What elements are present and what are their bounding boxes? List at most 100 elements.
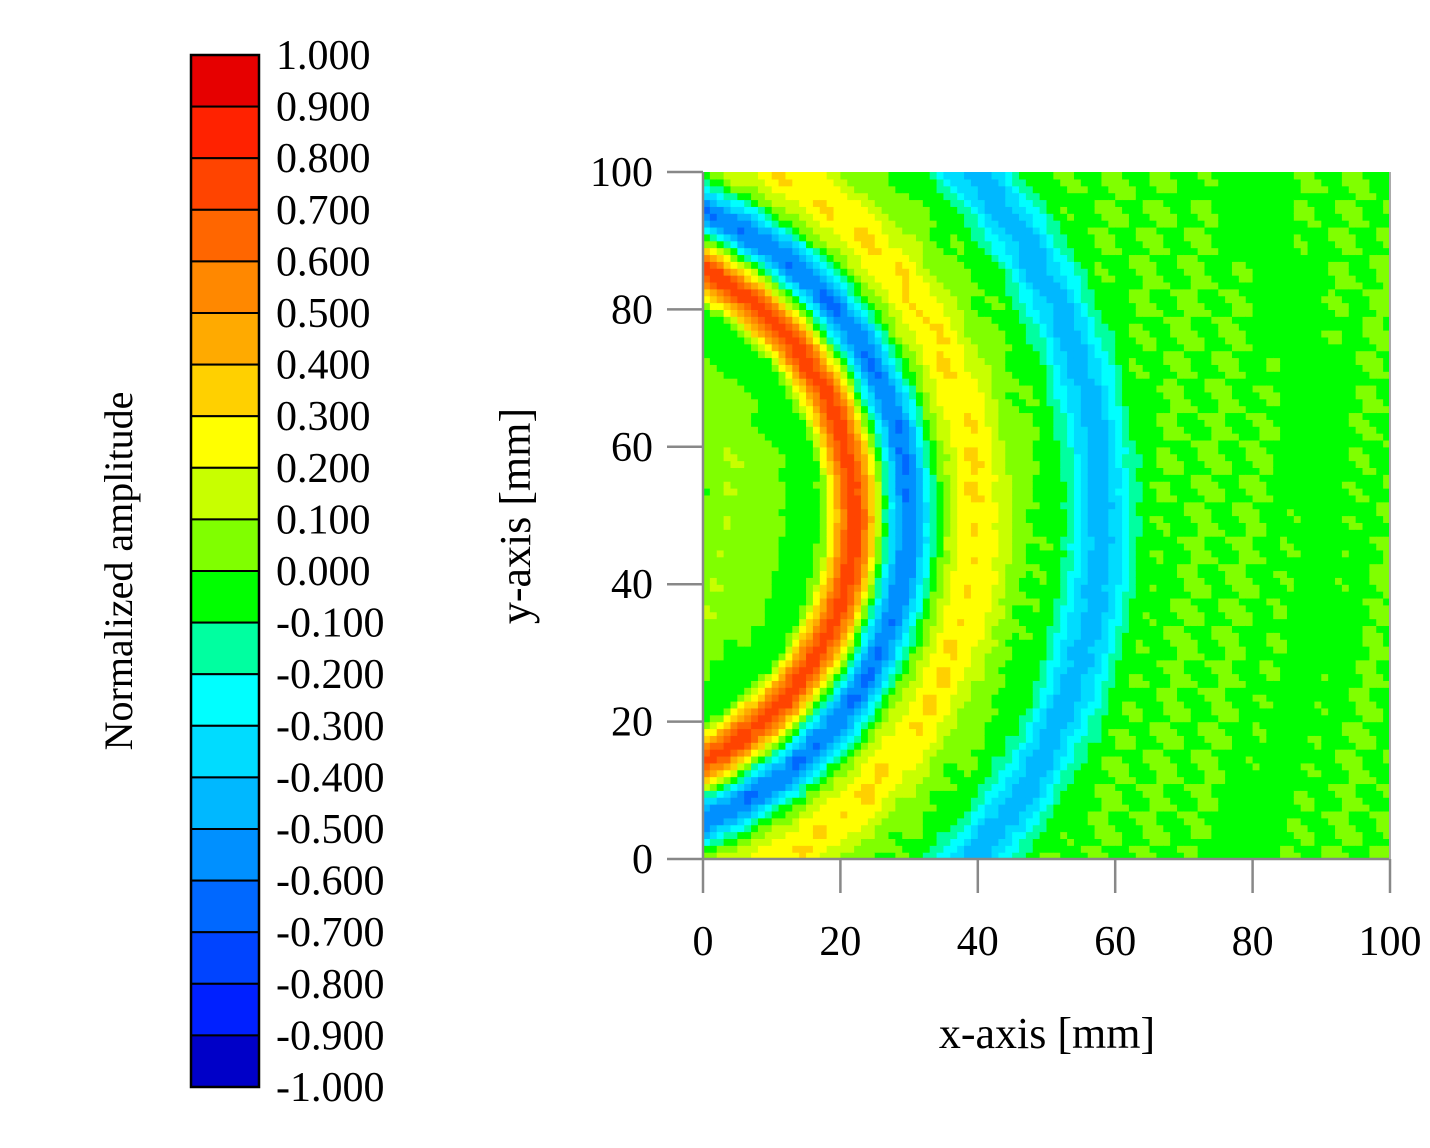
heatmap-cell: [915, 323, 924, 331]
heatmap-cell: [847, 831, 855, 839]
heatmap-cell: [723, 591, 732, 599]
heatmap-cell: [1032, 288, 1041, 297]
heatmap-cell: [744, 288, 752, 297]
heatmap-cell: [854, 515, 862, 523]
heatmap-cell: [730, 281, 738, 290]
heatmap-cell: [867, 247, 876, 256]
heatmap-cell: [819, 776, 828, 785]
heatmap-cell: [881, 295, 890, 304]
heatmap-cell: [826, 488, 835, 496]
heatmap-cell: [709, 797, 718, 805]
heatmap-cell: [730, 810, 738, 819]
heatmap-cell: [943, 604, 951, 613]
heatmap-cell: [909, 199, 917, 207]
heatmap-cell: [991, 302, 1000, 310]
heatmap-cell: [737, 831, 745, 839]
heatmap-cell: [709, 762, 718, 771]
heatmap-cell: [709, 336, 718, 345]
heatmap-cell: [929, 762, 938, 771]
heatmap-cell: [998, 453, 1006, 462]
heatmap-cell: [936, 419, 945, 427]
heatmap-cell: [867, 549, 876, 558]
heatmap-cell: [778, 384, 787, 393]
heatmap-cell: [922, 529, 931, 537]
heatmap-cell: [799, 412, 807, 420]
heatmap-cell: [1005, 474, 1013, 482]
heatmap-cell: [806, 391, 814, 400]
heatmap-cell: [874, 694, 883, 702]
heatmap-cell: [895, 391, 903, 400]
heatmap-cell: [909, 804, 917, 812]
heatmap-cell: [874, 742, 883, 750]
heatmap-cell: [1039, 742, 1048, 750]
heatmap-cell: [716, 694, 725, 702]
heatmap-cell: [902, 474, 910, 482]
heatmap-cell: [909, 735, 917, 743]
heatmap-cell: [778, 199, 787, 207]
heatmap-cell: [895, 591, 903, 599]
heatmap-cell: [888, 323, 896, 331]
heatmap-cell: [1005, 412, 1013, 420]
heatmap-cell: [895, 556, 903, 565]
heatmap-cell: [929, 749, 938, 757]
heatmap-cell: [957, 405, 965, 414]
heatmap-cell: [854, 419, 862, 427]
heatmap-cell: [998, 522, 1006, 530]
heatmap-cell: [737, 302, 745, 310]
heatmap-cell: [936, 659, 945, 668]
heatmap-cell: [1005, 261, 1013, 269]
heatmap-cell: [998, 639, 1006, 647]
heatmap-cell: [751, 659, 759, 668]
heatmap-cell: [964, 501, 972, 510]
heatmap-cell: [902, 646, 910, 654]
heatmap-cell: [950, 563, 958, 572]
heatmap-cell: [998, 790, 1006, 798]
heatmap-cell: [915, 563, 924, 572]
heatmap-cell: [1039, 611, 1048, 620]
heatmap-cell: [1025, 522, 1034, 530]
heatmap-cell: [806, 728, 814, 736]
heatmap-cell: [922, 302, 931, 310]
heatmap-cell: [737, 384, 745, 393]
heatmap-cell: [915, 646, 924, 654]
heatmap-cell: [977, 584, 986, 592]
heatmap-cell: [1032, 226, 1041, 235]
heatmap-cell: [826, 529, 835, 537]
heatmap-cell: [826, 398, 835, 407]
heatmap-cell: [778, 391, 787, 400]
heatmap-cell: [833, 481, 841, 489]
heatmap-cell: [826, 226, 835, 235]
heatmap-cell: [716, 673, 725, 681]
heatmap-cell: [826, 646, 835, 654]
heatmap-cell: [950, 192, 958, 201]
heatmap-cell: [1039, 659, 1048, 668]
heatmap-cell: [833, 687, 841, 695]
heatmap-cell: [902, 611, 910, 620]
heatmap-cell: [1019, 783, 1027, 791]
heatmap-cell: [998, 783, 1006, 791]
heatmap-cell: [964, 570, 972, 578]
heatmap-cell: [1032, 446, 1041, 455]
heatmap-cell: [895, 501, 903, 510]
heatmap-cell: [964, 254, 972, 262]
heatmap-cell: [854, 378, 862, 386]
heatmap-cell: [806, 804, 814, 812]
heatmap-cell: [936, 433, 945, 441]
colorbar-tick-label: -0.800: [276, 962, 385, 1008]
heatmap-cell: [757, 172, 766, 180]
heatmap-cell: [1005, 618, 1013, 627]
heatmap-cell: [1012, 749, 1020, 757]
heatmap-cell: [957, 384, 965, 393]
heatmap-cell: [957, 749, 965, 757]
heatmap-cell: [812, 508, 821, 517]
colorbar-segment: [190, 415, 260, 469]
heatmap-cell: [854, 275, 862, 283]
heatmap-cell: [1012, 371, 1020, 379]
heatmap-cell: [799, 357, 807, 365]
heatmap-cell: [716, 797, 725, 805]
heatmap-cell: [833, 309, 841, 317]
heatmap-cell: [888, 673, 896, 681]
heatmap-cell: [785, 316, 793, 324]
heatmap-cell: [730, 172, 738, 180]
heatmap-cell: [970, 810, 979, 819]
